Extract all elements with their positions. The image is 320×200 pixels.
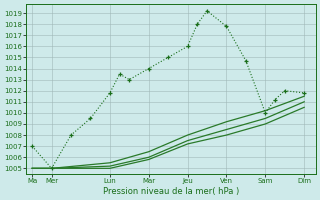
X-axis label: Pression niveau de la mer( hPa ): Pression niveau de la mer( hPa )	[103, 187, 239, 196]
